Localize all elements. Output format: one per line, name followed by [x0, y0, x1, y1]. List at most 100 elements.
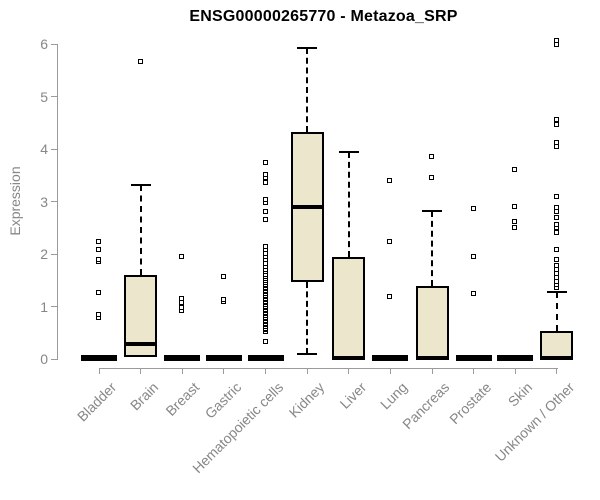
outlier-point	[553, 222, 559, 228]
outlier-point	[220, 296, 226, 302]
outlier-point	[553, 215, 559, 221]
x-axis-tick-label: Skin	[505, 379, 536, 410]
upper-whisker-cap	[338, 150, 359, 153]
outlier-point	[96, 257, 101, 263]
median-line	[415, 355, 449, 360]
y-axis-line	[57, 44, 58, 360]
outlier-point	[553, 256, 559, 262]
x-axis-tick-label: Unknown / Other	[491, 379, 578, 465]
outlier-point	[512, 167, 518, 173]
outlier-point	[220, 273, 226, 279]
lower-whisker-cap	[297, 352, 318, 355]
flat-box-Skin	[497, 355, 534, 361]
outlier-point	[387, 177, 393, 183]
outlier-point	[429, 153, 435, 159]
outlier-point	[96, 289, 101, 295]
x-axis-tick	[348, 368, 350, 374]
x-axis-tick-label: Kidney	[285, 379, 328, 421]
outlier-point	[553, 193, 559, 199]
x-axis-tick	[98, 368, 100, 374]
x-axis-tick-label: Liver	[336, 379, 370, 412]
chart-title: ENSG00000265770 - Metazoa_SRP	[189, 8, 458, 25]
outlier-point	[512, 203, 518, 209]
median-line	[290, 204, 324, 209]
box-Pancreas	[415, 285, 449, 359]
x-axis-tick	[223, 368, 225, 374]
x-axis-line	[99, 368, 558, 369]
upper-whisker	[555, 291, 558, 332]
outlier-point	[262, 160, 268, 166]
upper-whisker	[347, 151, 350, 257]
box-Liver	[332, 256, 366, 359]
y-axis-tick-label: 3	[40, 193, 48, 210]
outlier-point	[262, 180, 268, 186]
upper-whisker	[306, 47, 309, 133]
flat-box-Bladder	[81, 355, 117, 361]
flat-box-Breast	[164, 355, 201, 361]
outlier-point	[429, 174, 435, 180]
x-axis-tick-label: Bladder	[73, 379, 120, 425]
lower-whisker	[306, 281, 309, 354]
y-axis-tick-label: 4	[40, 141, 48, 158]
x-axis-tick-label: Breast	[162, 379, 203, 419]
outlier-point	[553, 230, 559, 236]
y-axis-tick	[51, 96, 57, 98]
x-axis-tick	[473, 368, 475, 374]
x-axis-tick	[389, 368, 391, 374]
outlier-point	[553, 262, 559, 268]
median-line	[332, 355, 366, 360]
median-line	[540, 355, 574, 360]
outlier-point	[262, 338, 268, 344]
outlier-point	[470, 205, 476, 211]
outlier-point	[96, 238, 101, 244]
median-line	[124, 342, 158, 347]
outlier-point	[262, 197, 268, 203]
outlier-point	[553, 116, 559, 122]
x-axis-tick	[306, 368, 308, 374]
outlier-point	[262, 243, 268, 249]
upper-whisker	[431, 211, 434, 286]
x-axis-tick-label: Brain	[126, 379, 161, 414]
x-axis-tick-label: Prostate	[445, 379, 495, 428]
outlier-point	[262, 171, 268, 177]
outlier-point	[553, 121, 559, 127]
y-axis-tick	[51, 201, 57, 203]
outlier-point	[262, 208, 268, 214]
x-axis-tick	[514, 368, 516, 374]
outlier-point	[553, 139, 559, 145]
y-axis-tick	[51, 43, 57, 45]
y-axis-tick-label: 1	[40, 298, 48, 315]
outlier-point	[470, 290, 476, 296]
outlier-point	[512, 218, 518, 224]
outlier-point	[470, 253, 476, 259]
x-axis-tick	[556, 368, 558, 374]
flat-box-Prostate	[455, 355, 492, 361]
x-axis-tick	[181, 368, 183, 374]
upper-whisker-cap	[297, 46, 318, 49]
x-axis-tick	[431, 368, 433, 374]
upper-whisker-cap	[546, 290, 567, 293]
y-axis-tick	[51, 358, 57, 360]
outlier-point	[553, 37, 559, 43]
y-axis-tick	[51, 148, 57, 150]
x-axis-tick	[265, 368, 267, 374]
y-axis-tick-label: 2	[40, 246, 48, 263]
outlier-point	[179, 296, 185, 302]
upper-whisker-cap	[130, 183, 151, 186]
y-axis-tick-label: 5	[40, 88, 48, 105]
outlier-point	[387, 293, 393, 299]
y-axis-tick	[51, 306, 57, 308]
flat-box-Lung	[372, 355, 409, 361]
flat-box-Gastric	[205, 355, 242, 361]
outlier-point	[96, 246, 101, 252]
y-axis-tick	[51, 253, 57, 255]
x-axis-tick	[140, 368, 142, 374]
outlier-point	[137, 59, 143, 65]
y-axis-tick-label: 6	[40, 36, 48, 53]
y-axis-tick-label: 0	[40, 351, 48, 367]
outlier-point	[262, 217, 268, 222]
outlier-point	[96, 311, 101, 317]
box-Unknown / Other	[540, 331, 574, 359]
outlier-point	[553, 246, 559, 252]
